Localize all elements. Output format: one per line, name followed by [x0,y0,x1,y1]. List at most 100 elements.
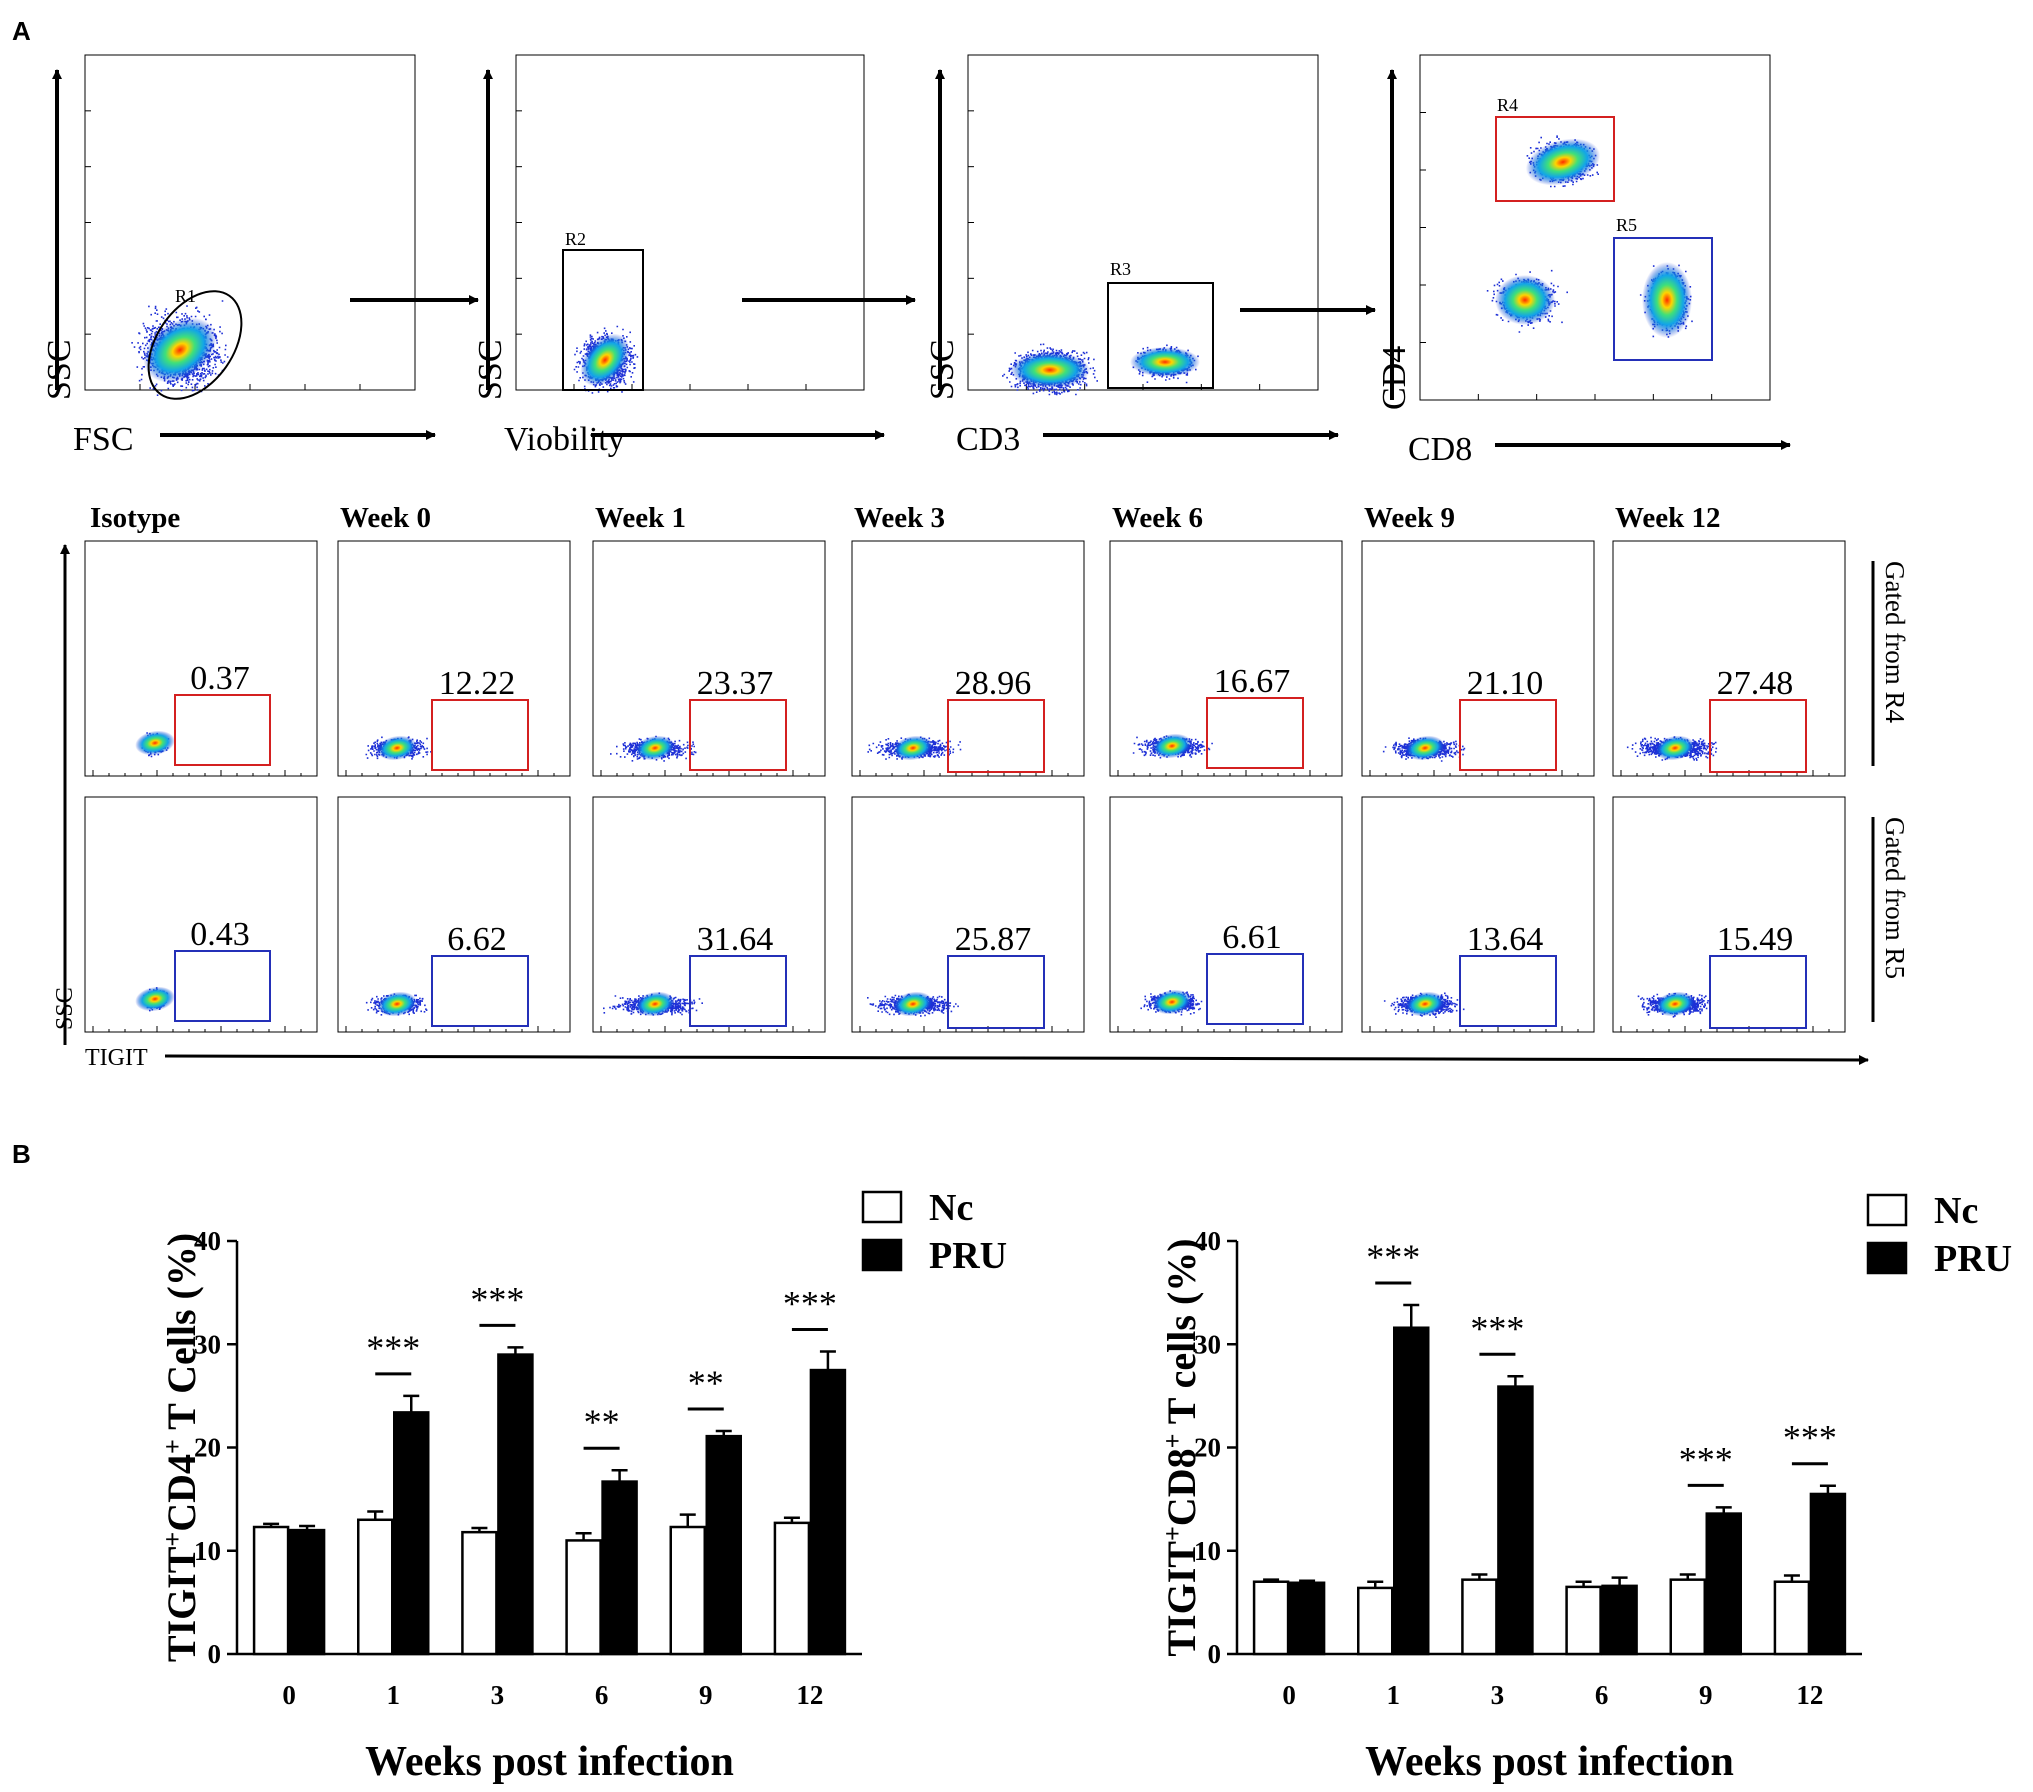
bar-pru [497,1353,534,1656]
tigit-cloud-core [1405,991,1445,1017]
gating-plot-1: FSC SSC [41,54,436,458]
gating-y-label: SSC [472,340,509,401]
bar-pru [809,1368,847,1656]
y-axis-title-sup: + [158,1532,187,1547]
cd4-cloud-core [1525,138,1601,186]
gate-r1-label: R1 [175,286,196,306]
x-tick-label: 9 [699,1680,713,1710]
tigit-cloud-core [1405,735,1445,761]
gating-frame [84,54,416,391]
cd3-cloud-pos [1130,344,1200,384]
tigit-plot-r4-2: 23.37 [592,540,826,777]
tigit-frame [592,540,826,777]
gating-x-label: CD3 [956,421,1020,458]
significance-stars: ** [688,1363,724,1403]
tigit-gate [1709,699,1807,773]
fsc-ssc-cloud-core [143,317,217,383]
tigit-cloud [135,730,175,758]
tigit-frame [1109,796,1343,1033]
x-tick-label: 6 [1595,1680,1609,1710]
viability-cloud-core [580,333,630,387]
gating-y-label: SSC [41,340,78,401]
cd4-cloud [1525,135,1601,188]
y-axis-title: TIGIT+CD8+ T cells (%) [1158,1238,1205,1656]
tigit-frame [851,540,1085,777]
row-label: Gated from R5 [1880,817,1910,979]
tigit-value: 28.96 [955,665,1032,702]
bar-pru [288,1528,326,1656]
significance-stars: *** [1679,1439,1733,1479]
tigit-plot-r5-6: 15.49 [1612,796,1846,1033]
tigit-gate [1709,955,1807,1029]
bar-pru [1705,1512,1742,1656]
significance-stars: *** [470,1279,524,1319]
y-tick-label: 20 [1194,1433,1221,1463]
tigit-value: 21.10 [1467,665,1544,702]
tigit-frame [337,796,571,1033]
x-tick-label: 0 [1282,1680,1296,1710]
bar-nc [565,1539,602,1656]
tigit-plot-r5-0: 0.43 [84,796,318,1033]
tigit-gate [174,950,271,1022]
tigit-gate [689,955,787,1027]
y-tick-label: 40 [194,1226,221,1256]
tigit-plot-r4-0: 0.37 [84,540,318,777]
tigit-frame [1361,796,1595,1033]
y-tick-label: 0 [1208,1639,1222,1669]
tigit-gate [1459,955,1557,1027]
y-axis-title-part: TIGIT [159,1546,204,1662]
tigit-cloud-core [377,735,417,761]
tigit-value: 6.62 [447,921,507,958]
tigit-column-header: Week 12 [1615,502,1721,534]
tigit-cloud-core [1152,989,1192,1015]
tigit-cloud-core [893,991,933,1017]
significance-stars: *** [366,1328,420,1368]
tigit-cloud-core [1655,991,1695,1017]
bar-nc [357,1518,394,1656]
gating-frame [967,54,1319,391]
legend-swatch-nc [1866,1193,1908,1227]
x-axis-title: Weeks post infection [365,1739,734,1785]
tigit-cloud-core [1655,735,1695,761]
tigit-value: 12.22 [439,665,516,702]
gating-x-label: Viobility [504,421,625,458]
x-axis-title: Weeks post infection [1365,1739,1734,1785]
tigit-column-header: Week 0 [340,502,431,534]
tigit-gate [1206,697,1304,769]
x-tick-label: 1 [387,1680,401,1710]
tigit-column-header: Isotype [90,502,180,534]
y-axis-title-sup: + [1158,1434,1187,1449]
tigit-value: 15.49 [1717,921,1794,958]
tigit-cloud [135,986,175,1012]
tigit-cloud-core [635,735,675,761]
legend-label: Nc [1934,1190,1978,1232]
y-axis-title: TIGIT+CD4+ T Cells (%) [158,1233,205,1662]
gate-r4 [1495,116,1615,202]
y-axis-title-part: T cells (%) [1159,1238,1204,1433]
tigit-value: 25.87 [955,921,1032,958]
legend-swatch-pru [1866,1241,1908,1275]
tigit-cloud-core [135,986,175,1012]
gating-y-label: SSC [924,340,961,401]
tigit-value: 27.48 [1717,665,1794,702]
x-tick-label: 6 [595,1680,609,1710]
tigit-column-header: Week 1 [595,502,686,534]
tigit-gate [689,699,787,771]
bar-nc [1669,1578,1706,1656]
bar-nc [1565,1585,1602,1656]
bar-pru [1497,1385,1534,1656]
panel-a-letter: A [12,16,31,46]
legend-swatch-pru [861,1238,903,1272]
dn-cloud [1486,269,1568,333]
legend-label: PRU [1934,1238,2012,1280]
tigit-x-axis-label: TIGIT [85,1045,148,1071]
tigit-cloud [610,735,697,762]
x-tick-label: 12 [1796,1680,1823,1710]
gate-r2-label: R2 [565,229,586,249]
tigit-column-header: Week 6 [1112,502,1203,534]
bar-pru [1393,1326,1430,1656]
tigit-frame [84,540,318,777]
tigit-value: 16.67 [1214,663,1291,700]
viability-cloud [573,325,639,394]
y-tick-label: 30 [1194,1329,1221,1359]
